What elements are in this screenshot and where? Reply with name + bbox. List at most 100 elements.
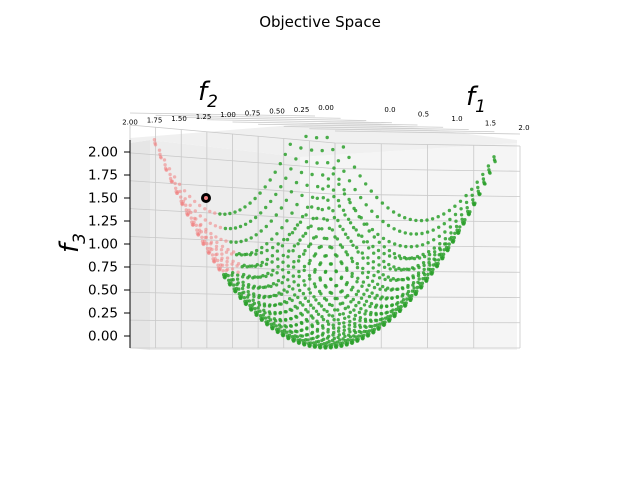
data-point — [312, 282, 317, 286]
data-point — [295, 329, 299, 334]
data-point — [454, 224, 459, 229]
data-point — [300, 214, 305, 219]
data-point — [174, 189, 178, 194]
data-point — [246, 276, 250, 280]
data-point — [312, 344, 316, 348]
data-point — [320, 315, 324, 319]
data-point — [229, 240, 233, 244]
data-point — [370, 227, 375, 232]
x-axis-label: f1 — [466, 82, 486, 117]
data-point — [255, 248, 259, 253]
data-point — [233, 226, 238, 230]
data-point — [194, 223, 198, 227]
data-point — [257, 295, 261, 300]
data-point — [345, 253, 350, 257]
data-point — [320, 227, 324, 231]
data-point — [365, 288, 369, 292]
data-point — [215, 258, 220, 263]
data-point — [278, 162, 282, 166]
data-point — [153, 141, 157, 145]
data-point — [317, 343, 321, 347]
data-point — [341, 227, 345, 232]
data-point — [367, 294, 372, 299]
data-point — [332, 318, 336, 322]
data-point — [450, 238, 454, 243]
data-point — [296, 338, 300, 343]
data-point — [264, 274, 268, 279]
data-point — [343, 213, 347, 217]
data-point — [319, 304, 324, 308]
data-point — [335, 237, 340, 241]
data-point — [350, 259, 355, 264]
data-point — [349, 288, 354, 292]
data-point — [310, 205, 314, 209]
data-point — [454, 219, 458, 223]
data-point — [218, 225, 223, 230]
data-point — [268, 312, 272, 316]
data-point — [241, 283, 245, 288]
data-point — [343, 232, 348, 236]
data-point — [349, 338, 353, 343]
data-point — [267, 304, 272, 308]
data-point — [334, 269, 338, 273]
data-point — [287, 284, 291, 289]
data-point — [245, 252, 249, 256]
data-point — [403, 231, 407, 235]
data-point — [324, 285, 328, 289]
data-point — [458, 225, 462, 229]
data-point — [292, 260, 296, 264]
data-point — [250, 264, 254, 268]
data-point — [261, 285, 266, 290]
data-point — [311, 306, 316, 310]
data-point — [299, 170, 304, 175]
data-point — [280, 332, 284, 336]
data-point — [219, 248, 224, 252]
data-point — [302, 264, 307, 269]
data-point — [476, 189, 480, 193]
data-point — [270, 325, 274, 329]
data-point — [437, 234, 441, 238]
data-point — [245, 265, 249, 269]
data-point — [307, 273, 312, 278]
data-point — [267, 315, 271, 319]
data-point — [377, 276, 382, 280]
x-tick-label: 1.5 — [485, 120, 496, 128]
data-point — [340, 289, 344, 293]
data-point — [448, 217, 452, 222]
data-point — [375, 323, 379, 327]
data-point — [289, 316, 293, 321]
data-point — [335, 340, 340, 344]
data-point — [433, 258, 437, 262]
data-point — [332, 166, 336, 170]
data-point — [470, 193, 474, 197]
pane-left — [130, 140, 150, 350]
data-point — [349, 300, 353, 304]
data-point — [294, 323, 298, 327]
data-point — [434, 262, 438, 266]
grid-line — [334, 130, 521, 135]
data-point — [444, 242, 448, 246]
y-tick-label: 0.00 — [318, 104, 334, 112]
data-point — [265, 257, 269, 262]
data-point — [291, 337, 295, 342]
data-point — [298, 238, 302, 242]
data-point — [285, 237, 290, 242]
data-point — [426, 272, 430, 277]
data-point — [284, 176, 288, 180]
data-point — [310, 195, 315, 199]
data-point — [362, 292, 366, 296]
data-point — [200, 239, 205, 243]
data-point — [285, 219, 289, 223]
data-point — [273, 312, 277, 316]
z-tick-label: 0.75 — [88, 260, 118, 276]
data-point — [253, 307, 257, 311]
data-point — [397, 213, 401, 217]
chart-title: Objective Space — [259, 13, 381, 31]
data-point — [375, 215, 380, 219]
data-point — [414, 232, 419, 236]
data-point — [376, 282, 380, 286]
data-point — [368, 304, 372, 309]
data-point — [294, 157, 298, 161]
data-point — [386, 275, 390, 279]
